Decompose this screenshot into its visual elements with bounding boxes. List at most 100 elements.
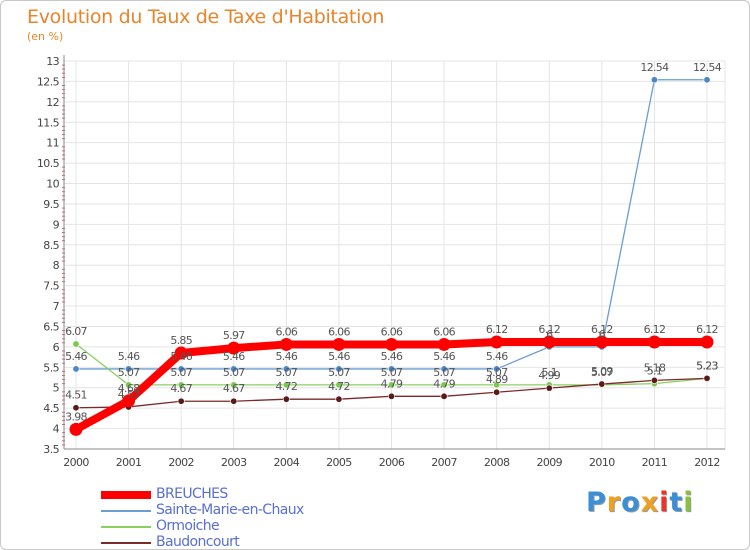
series-2-point	[72, 340, 80, 348]
data-label-2: 5.07	[591, 366, 613, 379]
x-tick-label: 2000	[63, 456, 89, 469]
data-label-2: 5.07	[275, 366, 297, 379]
x-tick-label: 2009	[536, 456, 562, 469]
series-1-point	[440, 365, 448, 373]
y-tick-label: 3.5	[43, 443, 59, 456]
series-2-point	[125, 381, 133, 389]
data-label-1: 5.46	[170, 350, 192, 363]
breuches-point	[227, 341, 241, 355]
y-tick-label: 8	[53, 259, 60, 272]
y-tick-label: 13	[46, 55, 59, 68]
series-2-point	[387, 381, 395, 389]
data-label-3: 4.67	[223, 382, 245, 395]
logo-letter: o	[621, 487, 641, 518]
series-lines	[69, 76, 714, 436]
series-3-point	[650, 376, 658, 384]
data-label-2: 5.23	[696, 359, 718, 372]
data-label-3: 4.99	[538, 369, 560, 382]
y-tick-label: 11	[46, 137, 59, 150]
series-3-point	[230, 397, 238, 405]
chart-title: Evolution du Taux de Taxe d'Habitation	[27, 6, 385, 28]
x-tick-label: 2001	[116, 456, 142, 469]
y-tick-label: 4	[53, 423, 60, 436]
data-label-2: 5.07	[433, 366, 455, 379]
y-tick-label: 7.5	[43, 280, 59, 293]
data-label-3: 4.72	[328, 380, 350, 393]
data-label-2: 5.07	[223, 366, 245, 379]
axes: 3.5 4 4.5 5 5.5 6 6.5 7 7.5 8 8.5 9 9.5 10 10.5 11 11.5 1…	[37, 55, 725, 469]
series-3-point	[335, 395, 343, 403]
data-label-3: 4.79	[381, 377, 403, 390]
data-label-2: 5.07	[381, 366, 403, 379]
data-labels: 3.98 4.68 5.85 5.97 6.06 6.06 6.06 6.06 6.12 6.12…	[65, 61, 722, 424]
data-label-3: 5.23	[696, 359, 718, 372]
logo-letter: r	[606, 487, 622, 518]
series-3-point	[440, 392, 448, 400]
y-tick-label: 6.5	[43, 320, 59, 333]
data-label-0: 6.06	[381, 325, 403, 338]
breuches-point	[490, 335, 504, 349]
x-tick-label: 2004	[274, 456, 300, 469]
x-tick-label: 2007	[431, 456, 457, 469]
data-label-3: 4.72	[275, 380, 297, 393]
y-tick-label: 12	[46, 96, 59, 109]
series-3-point	[545, 384, 553, 392]
series-2-point	[177, 381, 185, 389]
breuches-point	[279, 337, 293, 351]
data-label-2: 5.1	[542, 366, 557, 379]
data-label-3: 4.89	[486, 373, 508, 386]
data-label-0: 5.97	[223, 329, 245, 342]
y-tick-label: 9.5	[43, 198, 59, 211]
logo-letter: i	[659, 487, 670, 518]
y-tick-label: 11.5	[37, 116, 60, 129]
data-label-1: 12.54	[693, 61, 722, 74]
data-label-1: 5.46	[433, 350, 455, 363]
series-2-point	[440, 381, 448, 389]
logo-letter: P	[586, 487, 607, 518]
y-tick-label: 9	[53, 218, 60, 231]
breuches-point	[385, 337, 398, 351]
data-label-0: 4.68	[118, 382, 140, 395]
unit-label: (en %)	[27, 30, 64, 43]
series-1-point	[72, 365, 80, 373]
series-1-point	[335, 365, 343, 373]
data-label-1: 6	[546, 328, 553, 341]
series-2-point	[493, 381, 501, 389]
proxiti-logo: Proxiti	[586, 487, 694, 518]
series-3-point	[598, 380, 606, 388]
y-tick-label: 10.5	[37, 157, 60, 170]
breuches-point	[595, 335, 609, 349]
y-tick-label: 12.5	[37, 75, 60, 88]
data-label-0: 3.98	[65, 410, 87, 423]
y-tick-label: 6	[53, 341, 60, 354]
legend-label: Sainte-Marie-en-Chaux	[156, 502, 304, 518]
series-1-point	[282, 365, 290, 373]
legend-swatch	[101, 491, 151, 499]
series-3-point	[387, 392, 395, 400]
legend-label: BREUCHES	[156, 486, 228, 502]
legend-label: Ormoiche	[156, 518, 220, 534]
data-label-2: 5.1	[647, 365, 662, 378]
series-1-point	[230, 365, 238, 373]
data-label-3: 4.67	[170, 382, 192, 395]
breuches-point	[69, 422, 83, 436]
breuches-point	[437, 337, 451, 351]
logo-letter: x	[640, 487, 660, 518]
data-label-1: 5.46	[381, 350, 403, 363]
series-3-point	[703, 374, 711, 382]
y-tick-label: 8.5	[43, 239, 59, 252]
x-tick-label: 2010	[589, 456, 615, 469]
series-1-point	[387, 365, 395, 373]
legend-label: Baudoncourt	[156, 534, 240, 550]
data-label-2: 5.07	[486, 366, 508, 379]
data-label-1: 6	[599, 328, 606, 341]
logo-letter: t	[669, 487, 684, 518]
legend-swatch	[101, 542, 151, 544]
x-tick-label: 2012	[694, 456, 720, 469]
data-label-1: 5.46	[118, 350, 140, 363]
breuches-point	[647, 335, 661, 349]
data-label-2: 5.07	[118, 366, 140, 379]
data-label-0: 6.12	[644, 323, 666, 336]
grid-lines	[64, 60, 726, 450]
